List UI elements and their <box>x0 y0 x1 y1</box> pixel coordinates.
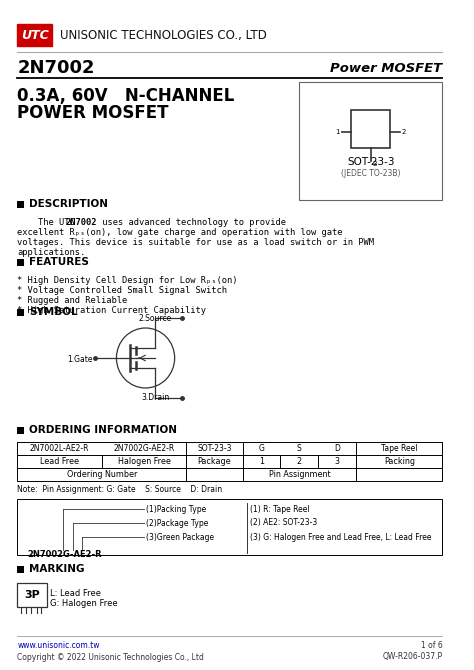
Text: www.unisonic.com.tw: www.unisonic.com.tw <box>18 641 100 651</box>
Text: * High Saturation Current Capability: * High Saturation Current Capability <box>18 306 207 315</box>
Text: SYMBOL: SYMBOL <box>29 307 78 317</box>
Text: SOT-23-3: SOT-23-3 <box>347 157 394 167</box>
Text: UNISONIC TECHNOLOGIES CO., LTD: UNISONIC TECHNOLOGIES CO., LTD <box>60 29 267 42</box>
Text: * Voltage Controlled Small Signal Switch: * Voltage Controlled Small Signal Switch <box>18 286 228 295</box>
Text: 3: 3 <box>373 161 377 167</box>
Bar <box>18 566 24 573</box>
Text: Tape Reel: Tape Reel <box>381 444 418 453</box>
Text: excellent Rₚₛ(on), low gate charge and operation with low gate: excellent Rₚₛ(on), low gate charge and o… <box>18 228 343 237</box>
Text: 3: 3 <box>335 457 340 466</box>
Text: Package: Package <box>198 457 231 466</box>
Text: MARKING: MARKING <box>29 564 84 574</box>
Text: (2) AE2: SOT-23-3: (2) AE2: SOT-23-3 <box>250 519 318 527</box>
Bar <box>18 427 24 434</box>
Text: uses advanced technology to provide: uses advanced technology to provide <box>97 218 286 227</box>
Bar <box>18 259 24 266</box>
Text: Pin Assignment: Pin Assignment <box>268 470 330 479</box>
Bar <box>18 499 442 555</box>
Text: 1.Gate: 1.Gate <box>68 354 93 364</box>
Text: G: Halogen Free: G: Halogen Free <box>50 598 118 608</box>
Text: voltages. This device is suitable for use as a load switch or in PWM: voltages. This device is suitable for us… <box>18 238 374 247</box>
Bar <box>18 24 53 46</box>
Text: Packing: Packing <box>384 457 415 466</box>
Bar <box>299 82 442 200</box>
Text: Ordering Number: Ordering Number <box>67 470 137 479</box>
Text: Halogen Free: Halogen Free <box>118 457 171 466</box>
Text: (1) R: Tape Reel: (1) R: Tape Reel <box>250 505 310 513</box>
Text: 2N7002G-AE2-R: 2N7002G-AE2-R <box>27 550 102 559</box>
Text: 1: 1 <box>335 129 339 135</box>
Text: S: S <box>297 444 301 453</box>
Text: (2)Package Type: (2)Package Type <box>146 519 208 527</box>
Text: (3)Green Package: (3)Green Package <box>146 533 214 541</box>
Text: 2N7002L-AE2-R: 2N7002L-AE2-R <box>30 444 90 453</box>
Text: (1)Packing Type: (1)Packing Type <box>146 505 206 513</box>
Bar <box>18 583 46 607</box>
Text: * High Density Cell Design for Low Rₚₛ(on): * High Density Cell Design for Low Rₚₛ(o… <box>18 276 238 285</box>
Text: 3.Drain: 3.Drain <box>141 393 169 402</box>
Text: G: G <box>258 444 264 453</box>
Text: (3) G: Halogen Free and Lead Free, L: Lead Free: (3) G: Halogen Free and Lead Free, L: Le… <box>250 533 432 541</box>
Text: 2: 2 <box>401 129 406 135</box>
Text: QW-R206-037.P: QW-R206-037.P <box>383 653 442 661</box>
Bar <box>18 309 24 316</box>
Text: FEATURES: FEATURES <box>29 257 89 267</box>
Text: 2N7002: 2N7002 <box>18 59 95 77</box>
Text: 2: 2 <box>297 457 302 466</box>
Text: L: Lead Free: L: Lead Free <box>50 588 101 598</box>
Text: applications.: applications. <box>18 248 86 257</box>
Text: 0.3A, 60V   N-CHANNEL: 0.3A, 60V N-CHANNEL <box>18 87 235 105</box>
Text: DESCRIPTION: DESCRIPTION <box>29 199 108 209</box>
Text: SOT-23-3: SOT-23-3 <box>197 444 232 453</box>
Text: Copyright © 2022 Unisonic Technologies Co., Ltd: Copyright © 2022 Unisonic Technologies C… <box>18 653 204 661</box>
Text: D: D <box>334 444 340 453</box>
Text: 1: 1 <box>259 457 264 466</box>
Text: UTC: UTC <box>21 29 49 42</box>
Bar <box>18 442 442 481</box>
Bar <box>351 110 390 148</box>
Text: ORDERING INFORMATION: ORDERING INFORMATION <box>29 425 177 435</box>
Text: POWER MOSFET: POWER MOSFET <box>18 104 169 122</box>
Text: 2N7002G-AE2-R: 2N7002G-AE2-R <box>113 444 175 453</box>
Text: 3P: 3P <box>24 590 40 600</box>
Text: 2.Source: 2.Source <box>138 314 172 323</box>
Text: Note:  Pin Assignment: G: Gate    S: Source    D: Drain: Note: Pin Assignment: G: Gate S: Source … <box>18 484 223 494</box>
Bar <box>18 201 24 208</box>
Text: (JEDEC TO-23B): (JEDEC TO-23B) <box>341 168 401 178</box>
Text: The UTC: The UTC <box>18 218 81 227</box>
Text: Power MOSFET: Power MOSFET <box>330 62 442 74</box>
Text: 1 of 6: 1 of 6 <box>421 641 442 651</box>
Text: Lead Free: Lead Free <box>40 457 79 466</box>
Text: 2N7002: 2N7002 <box>65 218 97 227</box>
Text: * Rugged and Reliable: * Rugged and Reliable <box>18 296 128 305</box>
